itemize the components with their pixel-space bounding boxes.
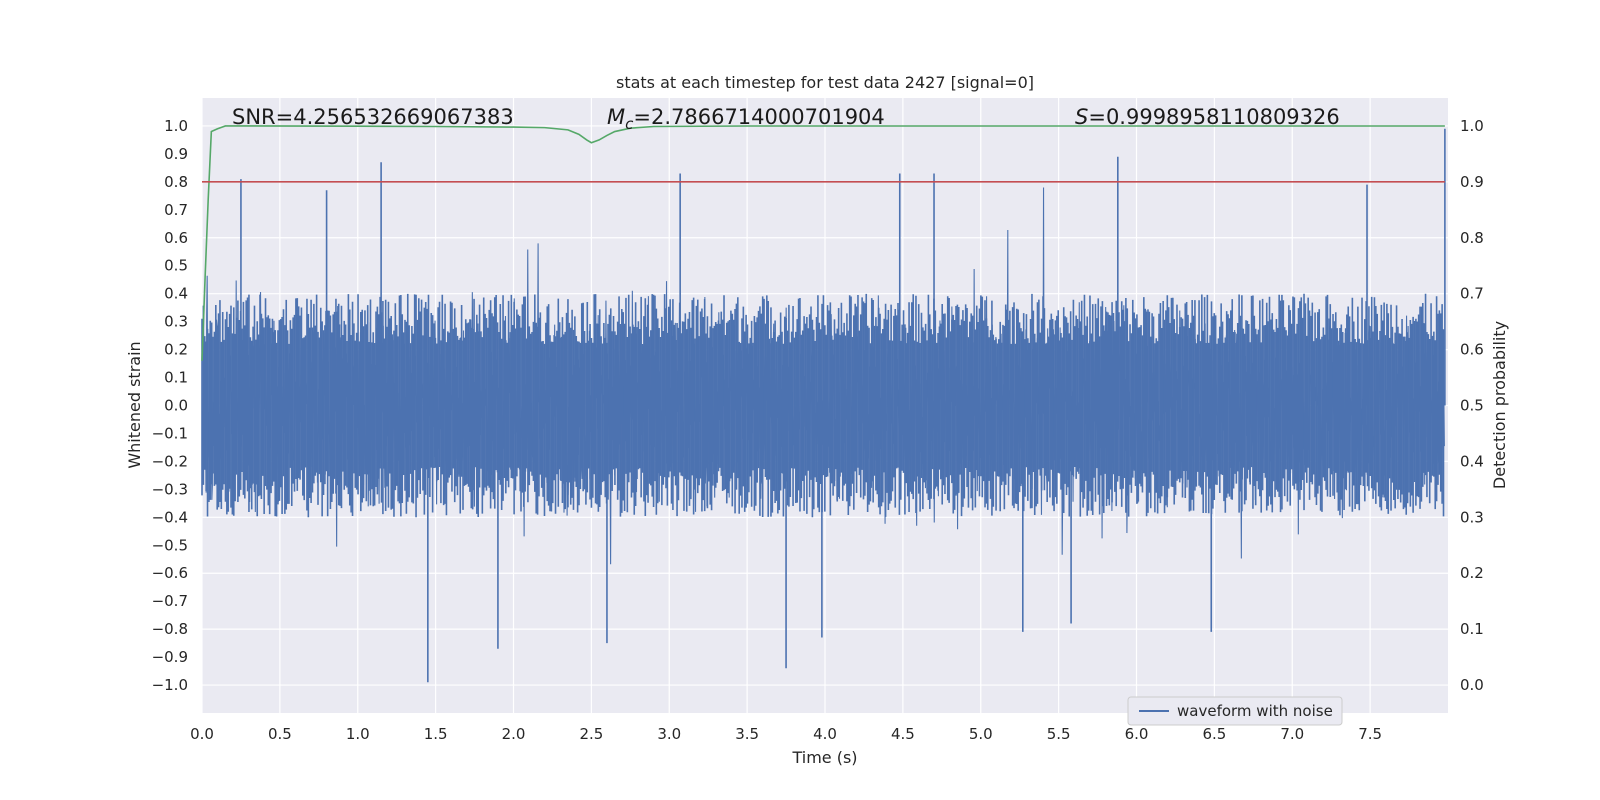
y-tick-label-left: −0.7 [152,592,188,610]
y-tick-label-right: 0.7 [1460,285,1484,303]
chart-title: stats at each timestep for test data 242… [616,73,1034,92]
x-tick-label: 5.5 [1047,725,1071,743]
x-tick-label: 0.5 [268,725,292,743]
y-axis-ticks-right: 0.0 0.1 0.2 0.3 0.4 0.5 0.6 0.7 0.8 0.9 1.0 [1460,117,1484,694]
y-tick-label-left: 0.1 [164,369,188,387]
y-tick-label-right: 0.6 [1460,341,1484,359]
y-tick-label-right: 0.0 [1460,676,1484,694]
y-tick-label-left: 0.5 [164,257,188,275]
x-tick-label: 3.5 [735,725,759,743]
y-tick-label-left: −0.2 [152,452,188,470]
chirp-mass-subscript: c [625,115,634,133]
chirp-mass-value: =2.7866714000701904 [633,105,884,129]
x-tick-label: 1.0 [346,725,370,743]
x-tick-label: 5.0 [969,725,993,743]
y-tick-label-right: 1.0 [1460,117,1484,135]
y-tick-label-left: −0.9 [152,648,188,666]
x-tick-label: 2.5 [579,725,603,743]
y-tick-label-right: 0.9 [1460,173,1484,191]
y-tick-label-left: 1.0 [164,117,188,135]
y-tick-label-left: 0.7 [164,201,188,219]
y-tick-label-left: 0.9 [164,145,188,163]
y-tick-label-left: −0.3 [152,480,188,498]
y-tick-label-left: 0.4 [164,285,188,303]
y-axis-ticks-left: −1.0 −0.9 −0.8 −0.7 −0.6 −0.5 −0.4 −0.3 −0.2 −0.1… [152,117,188,694]
snr-annotation: SNR=4.256532669067383 [232,105,514,129]
legend-label-waveform: waveform with noise [1177,702,1333,720]
x-tick-label: 2.0 [502,725,526,743]
y-axis-label-right: Detection probability [1490,321,1509,489]
chirp-mass-symbol: M [607,105,625,129]
legend: waveform with noise [1127,696,1343,726]
x-tick-label: 3.0 [657,725,681,743]
y-tick-label-right: 0.5 [1460,397,1484,415]
y-tick-label-left: −0.5 [152,536,188,554]
y-tick-label-left: −0.8 [152,620,188,638]
y-axis-label-left: Whitened strain [125,341,144,468]
x-axis-label: Time (s) [791,748,857,767]
score-annotation: S=0.9998958110809326 [1075,105,1340,129]
y-tick-label-right: 0.8 [1460,229,1484,247]
x-tick-label: 0.0 [190,725,214,743]
x-tick-label: 6.0 [1125,725,1149,743]
x-tick-label: 1.5 [424,725,448,743]
x-tick-label: 6.5 [1202,725,1226,743]
y-tick-label-right: 0.2 [1460,564,1484,582]
y-tick-label-left: −0.4 [152,508,188,526]
waveform-series [201,128,1446,683]
x-tick-label: 7.0 [1280,725,1304,743]
y-tick-label-left: −0.1 [152,424,188,442]
score-symbol: S [1075,105,1088,129]
y-tick-label-left: −0.6 [152,564,188,582]
legend-box [1127,696,1343,726]
x-tick-label: 4.0 [813,725,837,743]
y-tick-label-left: 0.0 [164,397,188,415]
probability-series [201,125,1445,361]
y-tick-label-right: 0.3 [1460,508,1484,526]
chirp-mass-annotation: Mc=2.7866714000701904 [607,105,885,133]
x-axis-ticks: 0.0 0.5 1.0 1.5 2.0 2.5 3.0 3.5 4.0 4.5 5.0 5.5 6.0 6… [190,725,1382,743]
y-tick-label-right: 0.4 [1460,452,1484,470]
y-tick-label-left: −1.0 [152,676,188,694]
y-tick-label-left: 0.8 [164,173,188,191]
score-value: =0.9998958110809326 [1088,105,1339,129]
y-tick-label-right: 0.1 [1460,620,1484,638]
y-tick-label-left: 0.6 [164,229,188,247]
y-tick-label-left: 0.3 [164,313,188,331]
x-tick-label: 4.5 [891,725,915,743]
detection-probability-line [201,125,1445,361]
y-tick-label-left: 0.2 [164,341,188,359]
x-tick-label: 7.5 [1358,725,1382,743]
